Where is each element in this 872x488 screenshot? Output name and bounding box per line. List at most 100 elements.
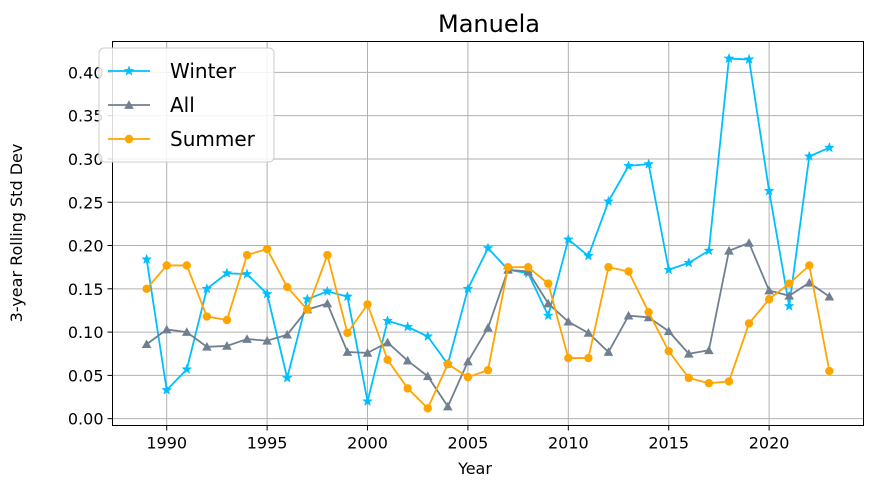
data-point — [423, 404, 432, 413]
x-axis-label: Year — [457, 459, 492, 478]
data-point — [544, 279, 553, 288]
data-point — [382, 315, 394, 326]
plot-area — [112, 41, 864, 426]
data-point — [202, 312, 212, 321]
data-point — [181, 327, 192, 336]
data-point — [483, 365, 493, 375]
data-point — [785, 279, 794, 288]
data-point — [382, 337, 393, 347]
data-point — [823, 141, 835, 153]
data-point — [141, 339, 152, 349]
x-tick-label: 2020 — [749, 434, 790, 453]
data-point — [824, 291, 835, 301]
y-tick-label: 0.20 — [68, 237, 104, 256]
data-point — [564, 353, 573, 363]
y-tick-label: 0.00 — [68, 410, 104, 429]
data-point — [362, 395, 373, 406]
data-point — [482, 242, 494, 253]
data-point — [703, 245, 715, 256]
data-point — [623, 160, 634, 171]
data-point — [182, 261, 191, 270]
data-point — [343, 328, 352, 338]
x-tick-label: 2010 — [548, 434, 589, 453]
y-tick-label: 0.30 — [68, 150, 104, 169]
data-point — [783, 300, 795, 311]
data-point — [584, 353, 593, 363]
data-point — [623, 310, 634, 320]
series-all — [141, 238, 835, 411]
data-point — [643, 158, 655, 169]
legend-box — [98, 47, 275, 163]
data-point — [162, 261, 171, 270]
y-tick-label: 0.15 — [68, 280, 104, 299]
data-point — [383, 355, 392, 364]
legend-label: All — [170, 93, 195, 117]
data-point — [764, 285, 774, 295]
data-point — [724, 377, 734, 386]
data-point — [563, 316, 574, 326]
y-tick-label: 0.10 — [68, 323, 104, 342]
data-point — [281, 372, 293, 383]
y-tick-label: 0.25 — [68, 193, 104, 212]
data-point — [603, 195, 614, 207]
data-point — [342, 347, 353, 356]
data-point — [242, 334, 252, 343]
data-point — [341, 290, 353, 302]
legend-marker — [123, 65, 135, 76]
data-point — [804, 277, 815, 287]
data-point — [704, 378, 714, 388]
data-point — [262, 244, 272, 254]
data-point — [463, 356, 473, 366]
data-point — [463, 372, 473, 382]
data-point — [803, 150, 815, 161]
data-point — [142, 284, 151, 294]
data-point — [805, 261, 814, 270]
data-point — [604, 262, 613, 272]
data-point — [323, 250, 332, 260]
data-point — [763, 185, 775, 196]
grid — [112, 41, 864, 426]
data-point — [322, 298, 333, 308]
data-point — [643, 312, 654, 322]
data-point — [282, 329, 292, 339]
data-point — [744, 238, 754, 247]
data-point — [582, 250, 594, 261]
data-point — [402, 321, 414, 332]
data-point — [543, 298, 554, 308]
series-summer — [142, 244, 834, 413]
data-point — [363, 300, 372, 309]
data-point — [403, 384, 412, 393]
series-winter — [141, 52, 835, 406]
data-point — [303, 305, 312, 314]
legend-label: Winter — [170, 59, 237, 83]
legend: Winter All Summer — [98, 47, 275, 163]
data-point — [542, 309, 554, 321]
data-point — [242, 250, 252, 260]
y-axis-label: 3-year Rolling Std Dev — [7, 144, 26, 323]
axis-ticks: 1990 1995 2000 2005 2010 2015 2020 0.00 0.05 0.10… — [68, 63, 790, 452]
data-point — [483, 322, 493, 332]
y-tick-label: 0.35 — [68, 107, 104, 126]
data-point — [624, 267, 633, 276]
x-tick-label: 1990 — [146, 434, 187, 453]
data-point — [723, 52, 735, 64]
y-tick-label: 0.40 — [68, 63, 104, 82]
data-point — [241, 268, 253, 279]
data-point — [663, 264, 675, 275]
data-point — [764, 295, 774, 304]
series-group — [141, 52, 835, 413]
legend-marker — [124, 134, 134, 144]
data-point — [684, 348, 694, 358]
data-point — [704, 345, 714, 355]
data-point — [603, 347, 614, 356]
data-point — [262, 335, 272, 345]
data-point — [161, 324, 172, 334]
x-tick-label: 2015 — [648, 434, 689, 453]
data-point — [683, 257, 695, 268]
legend-label: Summer — [170, 127, 256, 151]
chart-title: Manuela — [438, 10, 540, 38]
data-point — [221, 267, 233, 278]
legend-marker — [124, 100, 134, 109]
data-point — [583, 328, 594, 337]
